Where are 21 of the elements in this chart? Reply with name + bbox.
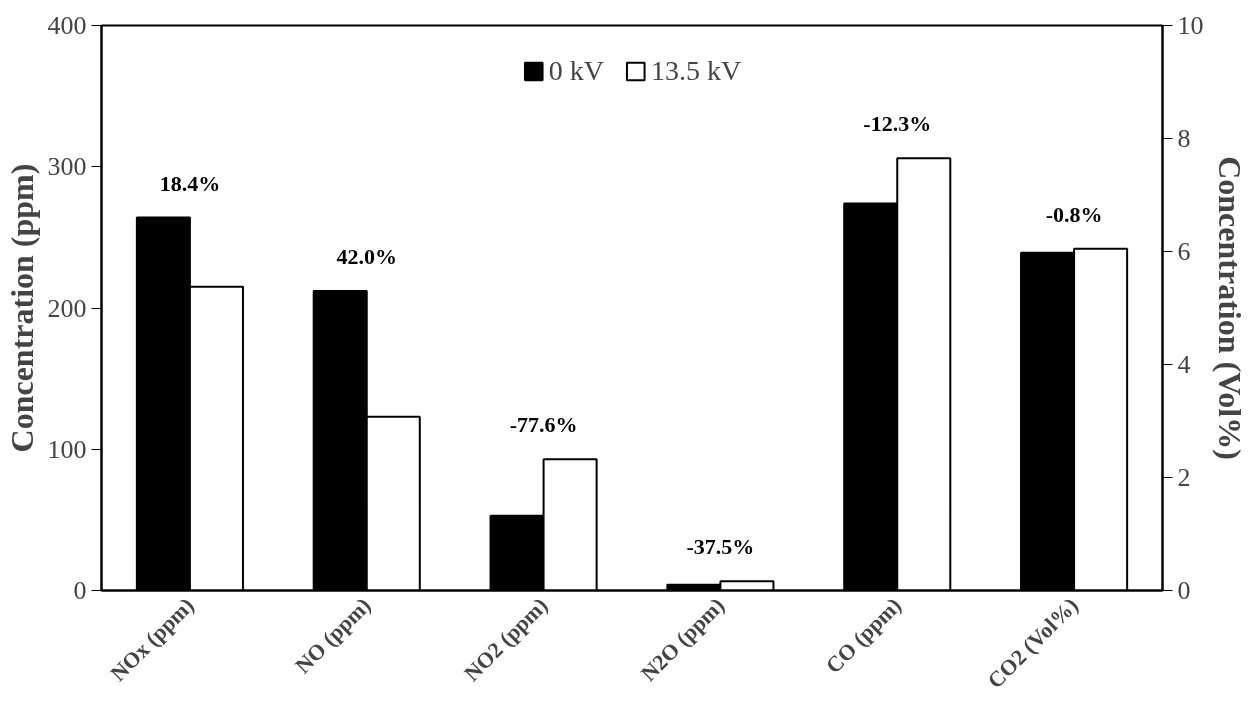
y2-axis-title: Concentration (Vol%)	[1211, 156, 1248, 460]
legend-label: 13.5 kV	[651, 55, 742, 87]
legend-label: 0 kV	[548, 55, 604, 87]
y-tick-label: 200	[47, 293, 87, 323]
annotation: -12.3%	[863, 111, 932, 137]
y2-tick-label: 2	[1177, 463, 1191, 492]
y2-tick-label: 8	[1177, 124, 1191, 153]
y-tick-label: 100	[47, 434, 87, 464]
y-tick-label: 400	[47, 11, 87, 40]
annotation: -37.5%	[686, 534, 755, 560]
y2-tick-label: 0	[1177, 576, 1191, 605]
y2-tick-label: 4	[1177, 350, 1191, 379]
y2-tick-label: 6	[1177, 237, 1191, 266]
annotation: -0.8%	[1045, 201, 1103, 227]
y-tick-label: 300	[47, 152, 87, 182]
y2-tick-label: 10	[1177, 11, 1204, 40]
y-axis-title: Concentration (ppm)	[3, 163, 40, 453]
y-tick-label: 0	[73, 576, 87, 605]
annotation: 42.0%	[336, 244, 397, 270]
annotation: -77.6%	[509, 412, 578, 438]
annotation: 18.4%	[159, 170, 221, 196]
